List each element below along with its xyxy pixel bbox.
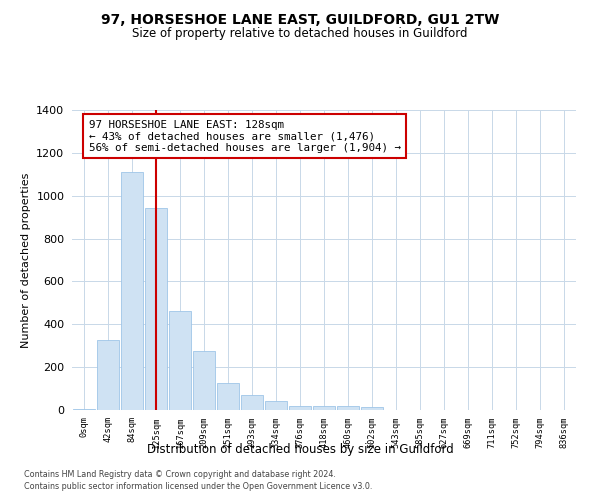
Bar: [121, 172, 143, 410]
Bar: [313, 406, 335, 410]
Bar: [361, 408, 383, 410]
Bar: [193, 351, 215, 410]
Bar: [289, 406, 311, 410]
Text: 97 HORSESHOE LANE EAST: 128sqm
← 43% of detached houses are smaller (1,476)
56% : 97 HORSESHOE LANE EAST: 128sqm ← 43% of …: [89, 120, 401, 153]
Text: 97, HORSESHOE LANE EAST, GUILDFORD, GU1 2TW: 97, HORSESHOE LANE EAST, GUILDFORD, GU1 …: [101, 12, 499, 26]
Bar: [337, 406, 359, 410]
Text: Size of property relative to detached houses in Guildford: Size of property relative to detached ho…: [132, 28, 468, 40]
Text: Distribution of detached houses by size in Guildford: Distribution of detached houses by size …: [146, 442, 454, 456]
Bar: [97, 340, 119, 410]
Text: Contains public sector information licensed under the Open Government Licence v3: Contains public sector information licen…: [24, 482, 373, 491]
Y-axis label: Number of detached properties: Number of detached properties: [20, 172, 31, 348]
Bar: [265, 401, 287, 410]
Text: Contains HM Land Registry data © Crown copyright and database right 2024.: Contains HM Land Registry data © Crown c…: [24, 470, 336, 479]
Bar: [241, 396, 263, 410]
Bar: [169, 311, 191, 410]
Bar: [145, 208, 167, 410]
Bar: [217, 382, 239, 410]
Bar: [73, 409, 95, 410]
